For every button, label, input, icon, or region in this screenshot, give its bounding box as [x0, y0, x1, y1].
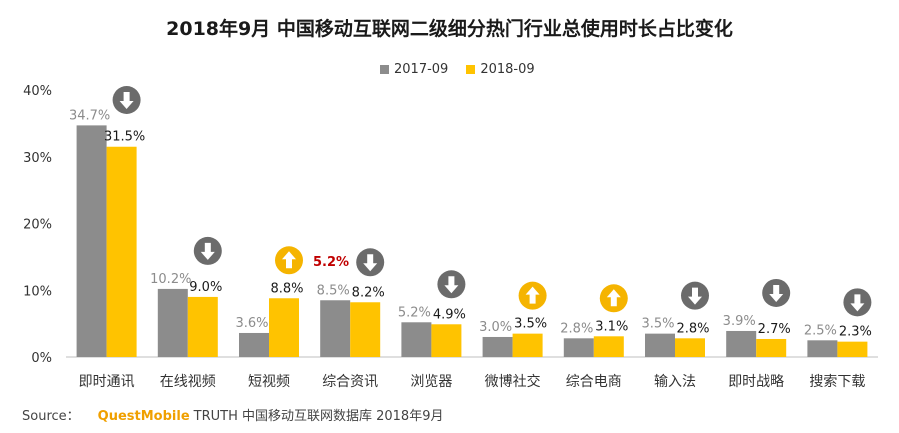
source-note: Source： QuestMobile TRUTH 中国移动互联网数据库 2018年… [22, 405, 443, 424]
arrow-up-icon [282, 251, 296, 269]
bar-2017 [320, 300, 351, 357]
x-tick-label: 输入法 [654, 374, 696, 390]
x-tick-label: 搜索下载 [809, 373, 865, 390]
data-label-2018: 2.8% [676, 321, 709, 336]
y-tick-label: 0% [31, 351, 52, 366]
data-label-2018: 3.5% [514, 317, 547, 332]
data-label-2017: 2.5% [804, 323, 837, 338]
bar-2017 [645, 333, 675, 357]
data-label-2017: 34.7% [69, 108, 110, 123]
bar-2017 [157, 288, 188, 357]
source-rest: TRUTH 中国移动互联网数据库 2018年9月 [193, 409, 444, 424]
data-label-2017: 3.0% [479, 320, 512, 335]
data-label-2018: 8.2% [352, 285, 385, 300]
bar-2018 [269, 298, 299, 357]
bar-2018 [593, 336, 624, 357]
source-prefix: Source： [22, 409, 80, 424]
legend-label-2017: 2017-09 [394, 62, 449, 77]
data-label-2018: 3.1% [595, 319, 628, 334]
arrow-down-icon [119, 92, 134, 109]
bar-2018 [431, 324, 462, 357]
arrow-down-icon [363, 254, 378, 272]
bar-2017 [401, 322, 432, 357]
data-label-2017: 10.2% [150, 272, 191, 287]
x-tick-label: 综合电商 [566, 374, 622, 390]
bar-2018 [675, 338, 705, 357]
data-label-2017: 8.5% [317, 283, 350, 298]
y-tick-label: 30% [23, 151, 52, 166]
arrow-down-icon [200, 242, 215, 260]
x-tick-label: 短视频 [248, 374, 290, 390]
annotation-label: 5.2% [313, 255, 349, 270]
legend-swatch-2018 [466, 65, 476, 74]
x-tick-label: 即时战略 [728, 374, 784, 390]
bar-2017 [239, 332, 269, 357]
x-tick-label: 在线视频 [160, 374, 216, 390]
data-label-2017: 3.9% [723, 314, 756, 329]
x-tick-label: 即时通讯 [79, 374, 135, 390]
y-tick-label: 20% [23, 218, 52, 233]
bar-2018 [756, 338, 787, 357]
bar-2017 [726, 330, 757, 357]
data-label-2018: 8.8% [270, 281, 303, 296]
y-tick-label: 40% [23, 84, 52, 99]
arrow-up-icon [606, 289, 621, 307]
x-tick-label: 综合资讯 [322, 374, 378, 390]
arrow-down-icon [850, 294, 865, 312]
arrow-down-icon [444, 276, 459, 294]
bar-2017 [482, 336, 513, 357]
legend-item-2017: 2017-09 [380, 62, 448, 77]
y-tick-label: 10% [23, 284, 52, 299]
chart-title: 2018年9月 中国移动互联网二级细分热门行业总使用时长占比变化 [166, 18, 733, 40]
data-label-2017: 3.6% [235, 316, 268, 331]
bar-2018 [106, 146, 137, 357]
bar-2018 [512, 333, 543, 357]
data-label-2018: 2.7% [758, 322, 791, 337]
bar-2017 [76, 125, 107, 357]
bar-2018 [837, 341, 868, 357]
data-label-2017: 5.2% [398, 305, 431, 320]
arrow-down-icon [688, 287, 702, 305]
legend-item-2018: 2018-09 [466, 62, 535, 77]
data-label-2017: 3.5% [641, 317, 674, 332]
source-brand: QuestMobile [97, 409, 190, 424]
data-label-2018: 9.0% [189, 280, 222, 295]
legend: 2017-09 2018-09 [380, 62, 535, 77]
bar-2017 [807, 340, 838, 357]
data-label-2018: 4.9% [433, 307, 466, 322]
bar-2018 [350, 302, 381, 357]
bar-2018 [187, 296, 218, 357]
legend-swatch-2017 [380, 65, 389, 74]
data-label-2018: 2.3% [839, 325, 872, 340]
x-tick-label: 微博社交 [485, 373, 541, 390]
data-label-2017: 2.8% [560, 321, 593, 336]
arrow-up-icon [525, 286, 540, 304]
bar-2017 [563, 338, 594, 357]
x-tick-label: 浏览器 [410, 374, 452, 390]
data-label-2018: 31.5% [104, 130, 145, 145]
legend-label-2018: 2018-09 [480, 62, 535, 77]
arrow-down-icon [769, 284, 784, 302]
